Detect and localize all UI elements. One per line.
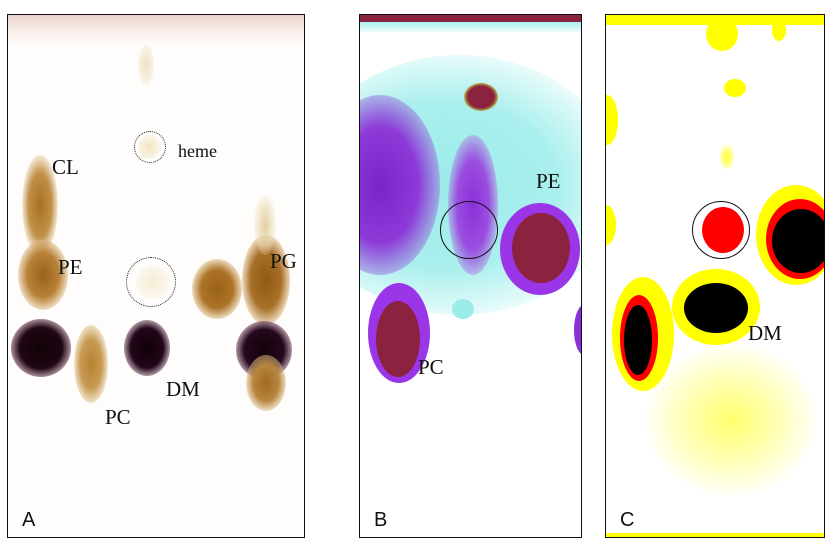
faint-streak	[138, 45, 154, 85]
lower-dotted-circle	[126, 257, 176, 307]
top-yellow-drip	[706, 17, 738, 51]
right-spot-core	[772, 209, 824, 273]
heme-circle	[692, 201, 750, 259]
label-pe: PE	[58, 255, 83, 279]
dark-spot-1	[11, 319, 71, 377]
label-pe: PE	[536, 169, 561, 193]
label-pg: PG	[270, 249, 297, 273]
top-yellow-spot-2	[772, 19, 786, 41]
panel-letter-a: A	[22, 509, 36, 531]
label-dm: DM	[166, 377, 200, 401]
faint-yellow-streak	[720, 145, 734, 169]
small-cyan-spot	[452, 299, 474, 319]
pc-spot	[74, 325, 108, 403]
label-heme: heme	[178, 141, 217, 161]
panel-c-tlc-plate: DM C	[605, 14, 825, 538]
small-yellow-spot	[724, 79, 746, 97]
label-cl: CL	[52, 155, 79, 179]
panel-b-tlc-plate: PE PC B	[359, 14, 582, 538]
dm-spot-core	[684, 283, 748, 333]
brown-spot	[192, 259, 242, 319]
label-pc: PC	[418, 355, 444, 379]
pe-spot-core	[512, 213, 570, 283]
solvent-front-band	[8, 15, 304, 45]
label-pc: PC	[105, 405, 131, 429]
bottom-yellow-edge	[606, 533, 824, 537]
yellow-speckle-haze	[646, 345, 816, 495]
heme-circle	[134, 131, 166, 163]
pc-spot-core	[376, 301, 420, 377]
heme-circle	[440, 201, 498, 259]
dm-spot	[124, 320, 170, 376]
left-spot-core	[624, 305, 652, 375]
right-edge-spot	[574, 305, 581, 355]
panel-letter-c: C	[620, 509, 635, 531]
cyan-top-strip	[360, 22, 581, 32]
solvent-front-line	[360, 15, 581, 22]
brown-spot-lower	[246, 355, 286, 411]
left-edge-spot-2	[606, 205, 616, 245]
panel-a-tlc-plate: CL PE PG PC DM heme A	[7, 14, 305, 538]
pe-spot	[18, 240, 68, 310]
cl-spot	[22, 155, 58, 255]
label-dm: DM	[748, 321, 782, 345]
top-small-spot	[464, 83, 498, 111]
panel-letter-b: B	[374, 509, 388, 531]
left-edge-spot-1	[606, 95, 618, 145]
pg-streak-top	[254, 195, 276, 255]
